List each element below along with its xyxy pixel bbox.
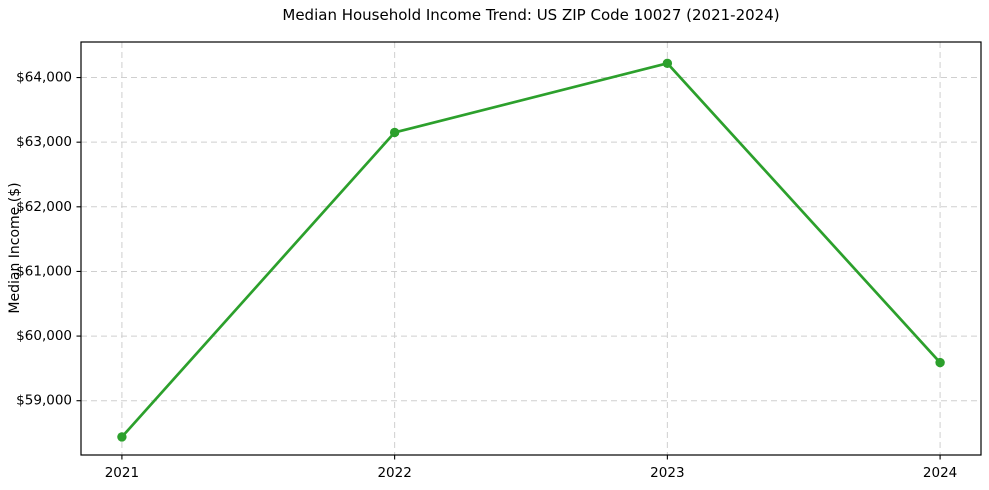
y-tick-label: $60,000 [16, 328, 72, 344]
y-tick-label: $62,000 [16, 199, 72, 215]
y-tick-label: $59,000 [16, 393, 72, 409]
x-tick-label: 2024 [923, 465, 957, 481]
plot-area [81, 42, 981, 455]
data-point-2024 [935, 357, 945, 368]
y-tick-label: $61,000 [16, 263, 72, 279]
income-trend-line [120, 61, 942, 439]
y-axis-title: Median Income ($) [7, 182, 23, 314]
y-tick-label: $63,000 [16, 134, 72, 150]
data-point-2021 [117, 432, 127, 442]
y-tick-label: $64,000 [16, 70, 72, 86]
data-point-2023 [662, 58, 673, 69]
x-tick-label: 2022 [377, 465, 411, 481]
x-tick-label: 2023 [650, 465, 684, 481]
x-tick-label: 2021 [105, 465, 139, 481]
data-point-2022 [389, 127, 400, 138]
plot-frame [80, 41, 982, 456]
chart-title: Median Household Income Trend: US ZIP Co… [282, 6, 780, 24]
